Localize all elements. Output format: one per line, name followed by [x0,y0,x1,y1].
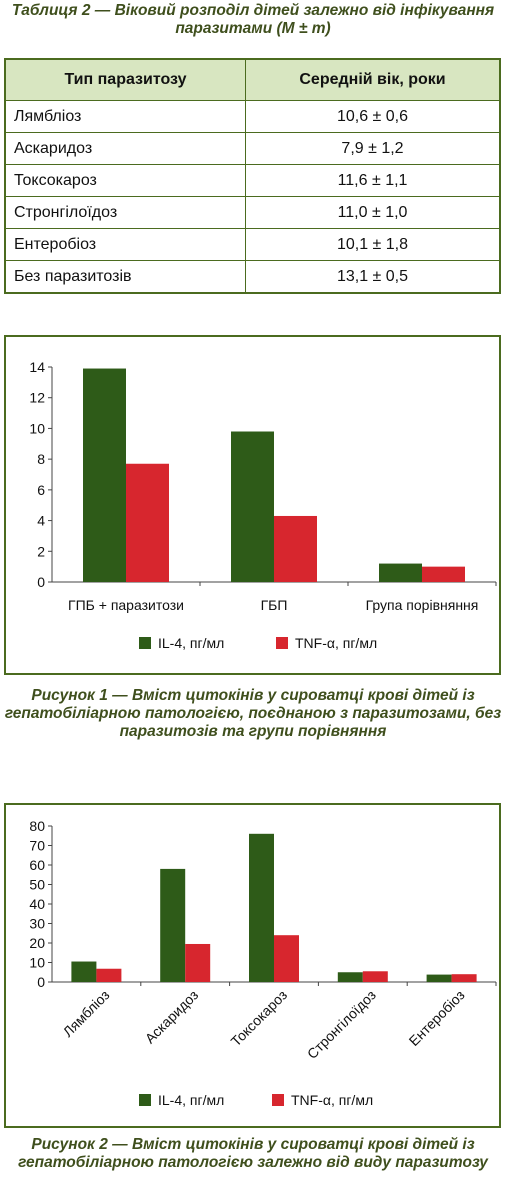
table-row: Стронгілоїдоз 11,0 ± 1,0 [4,196,501,229]
table-row: Токсокароз 11,6 ± 1,1 [4,164,501,197]
bar-il4 [83,368,126,582]
bar-il4 [249,833,274,982]
figure1-caption: Рисунок 1 — Вміст цитокінів у сироватці … [4,687,502,740]
y-tick-label: 60 [29,857,45,873]
column-header-age: Середній вік, роки [245,58,501,101]
bar-tnf [274,935,299,982]
legend-label: TNF-α, пг/мл [291,1092,373,1108]
x-tick-label: Ентеробіоз [406,987,468,1049]
legend-label: TNF-α, пг/мл [295,635,377,651]
table-row: Аскаридоз 7,9 ± 1,2 [4,132,501,165]
bar-tnf [126,463,169,582]
bar-tnf [185,943,211,982]
table-caption: Таблиця 2 — Віковий розподіл дітей залеж… [11,2,495,37]
bar-il4 [160,868,186,982]
table-row: Без паразитозів 13,1 ± 0,5 [4,260,501,294]
x-tick-label: Аскаридоз [142,987,202,1047]
figure1-frame: 0 2 4 6 8 10 12 14 ГПБ + паразитози ГБП Група порі… [4,335,501,675]
y-tick-label: 14 [29,359,45,375]
bar-il4 [337,972,363,982]
legend-swatch-il4 [139,637,151,649]
y-tick-label: 12 [29,390,45,406]
legend-swatch-tnf [276,637,288,649]
y-tick-label: 4 [37,513,45,529]
parasitosis-type-cell: Токсокароз [4,164,246,197]
mean-age-cell: 11,6 ± 1,1 [245,164,501,197]
bar-il4 [71,961,97,982]
y-tick-label: 20 [29,935,45,951]
y-tick-label: 40 [29,896,45,912]
y-tick-label: 50 [29,877,45,893]
x-tick-label: Стронгілоїдоз [304,987,379,1062]
parasitosis-type-cell: Без паразитозів [4,260,246,294]
parasitosis-type-cell: Аскаридоз [4,132,246,165]
bar-il4 [231,431,274,582]
bar-il4 [379,563,422,582]
figure2-frame: 0 10 20 30 40 50 60 70 80 Лямбліоз Аскаридоз Токсок… [4,803,501,1128]
y-tick-label: 6 [37,482,45,498]
y-tick-label: 70 [29,838,45,854]
parasitosis-type-cell: Ентеробіоз [4,228,246,261]
legend-label: IL-4, пг/мл [158,635,224,651]
mean-age-cell: 11,0 ± 1,0 [245,196,501,229]
bar-tnf [451,974,477,982]
figure2-caption: Рисунок 2 — Вміст цитокінів у сироватці … [18,1136,488,1171]
parasitosis-type-cell: Лямбліоз [4,100,246,133]
column-header-type: Тип паразитозу [4,58,246,101]
bar-tnf [422,566,465,582]
bar-tnf [362,971,388,982]
figure2-chart: 0 10 20 30 40 50 60 70 80 Лямбліоз Аскаридоз Токсок… [29,818,497,1108]
bar-tnf [274,515,317,582]
y-tick-label: 30 [29,916,45,932]
mean-age-cell: 10,1 ± 1,8 [245,228,501,261]
table-row: Ентеробіоз 10,1 ± 1,8 [4,228,501,261]
x-tick-label: ГБП [261,597,288,613]
table-row: Лямбліоз 10,6 ± 0,6 [4,100,501,133]
x-tick-label: ГПБ + паразитози [68,597,184,613]
x-tick-label: Група порівняння [366,597,479,613]
y-tick-label: 0 [37,974,45,990]
y-tick-label: 80 [29,818,45,834]
bar-il4 [426,974,452,982]
y-tick-label: 10 [29,420,45,436]
y-tick-label: 8 [37,451,45,467]
figure1-chart: 0 2 4 6 8 10 12 14 ГПБ + паразитози ГБП Група порі… [29,359,497,651]
legend-label: IL-4, пг/мл [158,1092,224,1108]
y-tick-label: 2 [37,543,45,559]
mean-age-cell: 13,1 ± 0,5 [245,260,501,294]
legend-swatch-il4 [139,1094,151,1106]
legend-swatch-tnf [272,1094,284,1106]
mean-age-cell: 7,9 ± 1,2 [245,132,501,165]
age-distribution-table: Тип паразитозу Середній вік, роки Лямблі… [4,58,501,294]
mean-age-cell: 10,6 ± 0,6 [245,100,501,133]
x-tick-label: Лямбліоз [60,987,113,1040]
table-header-row: Тип паразитозу Середній вік, роки [4,58,501,101]
parasitosis-type-cell: Стронгілоїдоз [4,196,246,229]
x-tick-label: Токсокароз [228,987,291,1050]
bar-tnf [96,968,122,982]
y-tick-label: 10 [29,955,45,971]
y-tick-label: 0 [37,574,45,590]
